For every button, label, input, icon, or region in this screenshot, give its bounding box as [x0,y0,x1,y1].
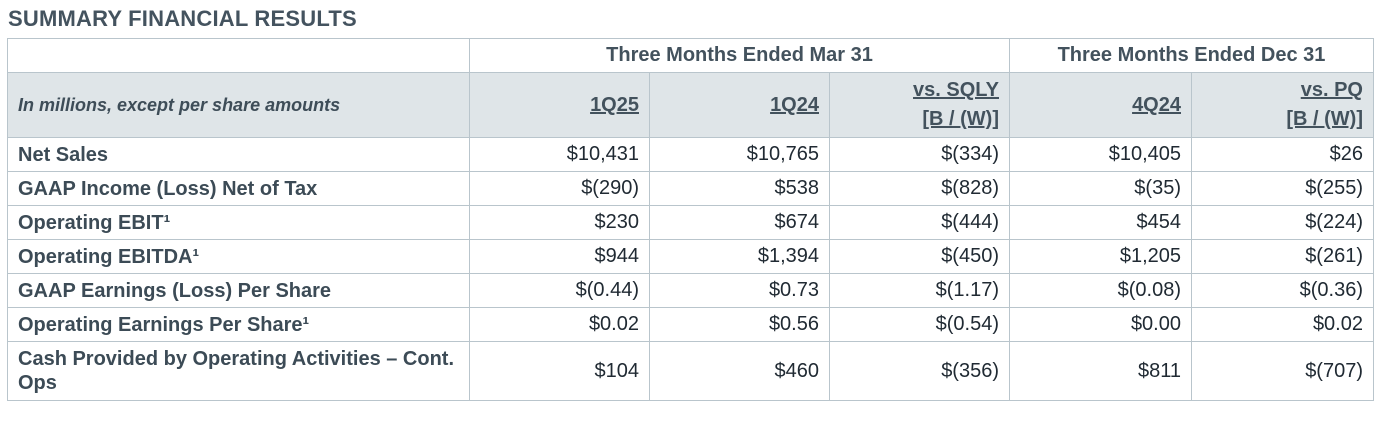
table-cell: $230 [469,205,650,240]
table-row: GAAP Income (Loss) Net of Tax $(290) $53… [7,171,1374,206]
table-cell: $(707) [1191,341,1374,401]
table-cell: $1,394 [649,239,830,274]
table-cell: $10,405 [1009,137,1192,172]
table-cell: $(1.17) [829,273,1010,308]
column-header-vs-pq: vs. PQ [B / (W)] [1191,72,1374,138]
column-header-line1: vs. SQLY [913,79,999,101]
column-header-line1: 1Q25 [590,93,639,116]
table-cell: $(0.54) [829,307,1010,342]
column-header-line2: [B / (W)] [1286,108,1363,130]
column-header-row: In millions, except per share amounts 1Q… [7,72,1374,138]
table-cell: $0.00 [1009,307,1192,342]
table-row: Operating Earnings Per Share¹ $0.02 $0.5… [7,307,1374,342]
table-cell: $460 [649,341,830,401]
table-cell: $0.02 [469,307,650,342]
table-cell: $674 [649,205,830,240]
page-title: SUMMARY FINANCIAL RESULTS [8,6,357,31]
table-cell: $(828) [829,171,1010,206]
table-cell: $(0.08) [1009,273,1192,308]
column-header-line1: 1Q24 [770,93,819,116]
table-cell: $(356) [829,341,1010,401]
group-header-mar31: Three Months Ended Mar 31 [469,38,1010,73]
group-header-dec31: Three Months Ended Dec 31 [1009,38,1374,73]
column-header-1q24: 1Q24 [649,72,830,138]
table-cell: $10,765 [649,137,830,172]
table-cell: $(0.36) [1191,273,1374,308]
summary-financial-table: Three Months Ended Mar 31 Three Months E… [7,38,1374,401]
table-cell: $1,205 [1009,239,1192,274]
units-note: In millions, except per share amounts [7,72,470,138]
table-cell: $0.73 [649,273,830,308]
table-cell: $944 [469,239,650,274]
table-cell: $811 [1009,341,1192,401]
table-cell: $(444) [829,205,1010,240]
table-cell: $(334) [829,137,1010,172]
column-header-line1: vs. PQ [1300,79,1363,101]
table-cell: $26 [1191,137,1374,172]
table-row: Net Sales $10,431 $10,765 $(334) $10,405… [7,137,1374,172]
table-cell: $0.56 [649,307,830,342]
table-cell: $0.02 [1191,307,1374,342]
table-cell: $(261) [1191,239,1374,274]
table-row: Operating EBITDA¹ $944 $1,394 $(450) $1,… [7,239,1374,274]
column-header-line1: 4Q24 [1132,93,1181,116]
table-cell: $(255) [1191,171,1374,206]
table-cell: $(0.44) [469,273,650,308]
row-label: Operating EBIT¹ [7,205,470,240]
row-label: GAAP Income (Loss) Net of Tax [7,171,470,206]
table-cell: $(450) [829,239,1010,274]
column-header-4q24: 4Q24 [1009,72,1192,138]
row-label: Operating Earnings Per Share¹ [7,307,470,342]
table-cell: $(224) [1191,205,1374,240]
row-label: Operating EBITDA¹ [7,239,470,274]
table-cell: $(290) [469,171,650,206]
table-cell: $538 [649,171,830,206]
table-cell: $104 [469,341,650,401]
header-corner-cell [7,38,470,73]
row-label: GAAP Earnings (Loss) Per Share [7,273,470,308]
column-header-vs-sqly: vs. SQLY [B / (W)] [829,72,1010,138]
table-cell: $454 [1009,205,1192,240]
table-cell: $10,431 [469,137,650,172]
row-label: Cash Provided by Operating Activities – … [7,341,470,401]
table-cell: $(35) [1009,171,1192,206]
table-row: GAAP Earnings (Loss) Per Share $(0.44) $… [7,273,1374,308]
column-header-1q25: 1Q25 [469,72,650,138]
table-row: Operating EBIT¹ $230 $674 $(444) $454 $(… [7,205,1374,240]
row-label: Net Sales [7,137,470,172]
group-header-row: Three Months Ended Mar 31 Three Months E… [7,38,1374,73]
table-row: Cash Provided by Operating Activities – … [7,341,1374,401]
column-header-line2: [B / (W)] [922,108,999,130]
